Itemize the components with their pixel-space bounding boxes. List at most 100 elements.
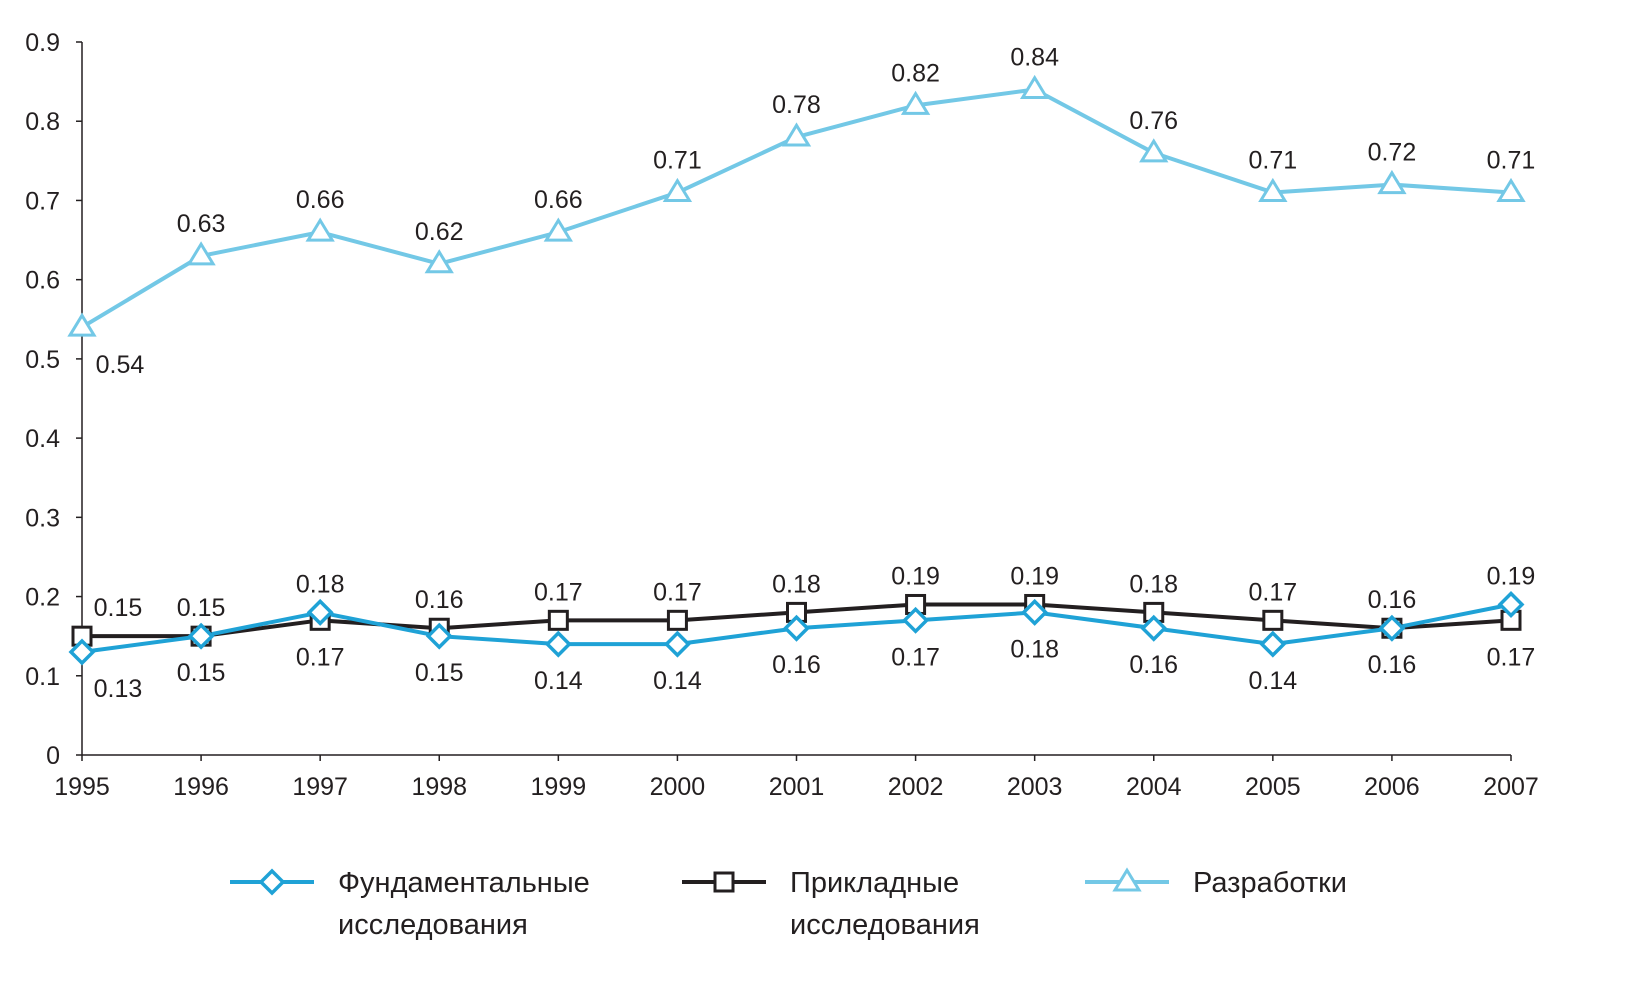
data-point-square [1262, 609, 1284, 631]
data-point-triangle [1496, 177, 1526, 203]
data-point-diamond [1497, 591, 1525, 618]
data-label: 0.15 [415, 659, 464, 687]
x-tick-label: 1998 [411, 773, 467, 801]
legend-marker-triangle [1112, 867, 1142, 892]
legend: Фундаментальные исследования Прикладные исс… [230, 867, 1347, 941]
y-tick-label: 0.2 [25, 584, 60, 612]
data-point-diamond [544, 630, 572, 658]
data-point-diamond [1259, 630, 1287, 658]
data-point-diamond [663, 630, 691, 658]
data-label: 0.18 [1010, 635, 1059, 663]
x-tick-label: 1999 [531, 773, 587, 801]
legend-item: Фундаментальные исследования [230, 867, 590, 941]
data-label: 0.15 [177, 594, 226, 622]
x-tick-label: 2005 [1245, 773, 1301, 801]
data-point-square [666, 609, 688, 631]
data-point-diamond [1378, 614, 1406, 642]
axes: 0 0.1 0.2 0.3 0.4 0.5 0.6 0.7 0.8 0.9 1995 1996 1997… [25, 29, 1539, 801]
legend-label: исследования [790, 909, 980, 941]
x-tick-label: 2000 [650, 773, 706, 801]
x-tick-label: 2007 [1483, 773, 1539, 801]
data-label: 0.18 [772, 570, 821, 598]
data-point-triangle [543, 217, 573, 242]
data-label: 0.16 [415, 586, 464, 614]
y-tick-label: 0.7 [25, 187, 60, 215]
data-label: 0.66 [534, 186, 583, 214]
data-point-square [547, 609, 569, 631]
data-point-triangle [1377, 169, 1407, 195]
data-label: 0.66 [296, 186, 345, 214]
legend-marker-diamond [258, 868, 286, 896]
data-label: 0.14 [534, 667, 583, 695]
data-point-triangle [424, 249, 454, 274]
y-tick-label: 0.3 [25, 504, 60, 532]
data-label: 0.71 [1487, 147, 1536, 175]
data-label: 0.18 [296, 570, 345, 598]
data-point-diamond [306, 598, 334, 626]
data-label: 0.78 [772, 91, 821, 119]
data-label: 0.14 [653, 667, 702, 695]
data-point-diamond [187, 622, 215, 650]
x-tick-label: 2002 [888, 773, 944, 801]
data-labels: 0.13 0.15 0.18 0.15 0.14 0.14 0.16 0.17 0.18 0.16… [94, 44, 1536, 703]
data-label: 0.71 [653, 147, 702, 175]
legend-label: Прикладные [790, 867, 959, 899]
data-label: 0.16 [1129, 651, 1178, 679]
data-point-diamond [425, 622, 453, 650]
x-tick-label: 1997 [292, 773, 348, 801]
y-tick-label: 0.4 [25, 425, 60, 453]
data-label: 0.82 [891, 59, 940, 87]
data-label: 0.19 [891, 562, 940, 590]
series-markers [67, 74, 1526, 666]
data-label: 0.54 [96, 351, 145, 379]
data-point-diamond [902, 606, 930, 634]
data-label: 0.15 [177, 659, 226, 687]
data-label: 0.16 [1368, 651, 1417, 679]
legend-marker-square [713, 871, 735, 893]
data-label: 0.84 [1010, 44, 1059, 72]
data-point-triangle [662, 177, 693, 203]
data-label: 0.14 [1248, 667, 1297, 695]
data-label: 0.17 [1248, 578, 1297, 606]
x-tick-label: 2003 [1007, 773, 1063, 801]
data-point-triangle [67, 312, 97, 337]
legend-label: Разработки [1193, 867, 1347, 899]
data-point-diamond [68, 638, 96, 666]
y-tick-label: 0.9 [25, 29, 60, 57]
data-point-triangle [305, 217, 335, 242]
legend-item: Разработки [1085, 867, 1347, 899]
data-label: 0.19 [1010, 562, 1059, 590]
x-tick-label: 1996 [173, 773, 229, 801]
data-point-diamond [1021, 598, 1049, 626]
data-point-triangle [1139, 138, 1169, 163]
data-label: 0.19 [1487, 562, 1536, 590]
data-point-triangle [186, 241, 216, 266]
data-label: 0.16 [772, 651, 821, 679]
y-tick-label: 0 [46, 742, 60, 770]
data-label: 0.13 [94, 675, 143, 703]
data-label: 0.17 [296, 643, 345, 671]
data-point-triangle [1258, 177, 1288, 203]
data-label: 0.72 [1368, 139, 1417, 167]
legend-item: Прикладные исследования [682, 867, 980, 941]
data-point-triangle [781, 122, 812, 147]
data-label: 0.76 [1129, 107, 1178, 135]
x-tick-label: 2001 [769, 773, 825, 801]
data-label: 0.15 [94, 594, 143, 622]
data-label: 0.17 [653, 578, 702, 606]
x-tick-label: 2004 [1126, 773, 1182, 801]
data-label: 0.17 [1487, 643, 1536, 671]
legend-label: исследования [338, 909, 528, 941]
data-label: 0.71 [1248, 147, 1297, 175]
data-point-triangle [900, 90, 931, 115]
y-tick-label: 0.6 [25, 267, 60, 295]
y-tick-label: 0.1 [25, 663, 60, 691]
data-label: 0.18 [1129, 570, 1178, 598]
data-label: 0.62 [415, 218, 464, 246]
data-label: 0.17 [891, 643, 940, 671]
x-tick-label: 2006 [1364, 773, 1420, 801]
data-point-diamond [783, 614, 810, 642]
data-label: 0.16 [1368, 586, 1417, 614]
